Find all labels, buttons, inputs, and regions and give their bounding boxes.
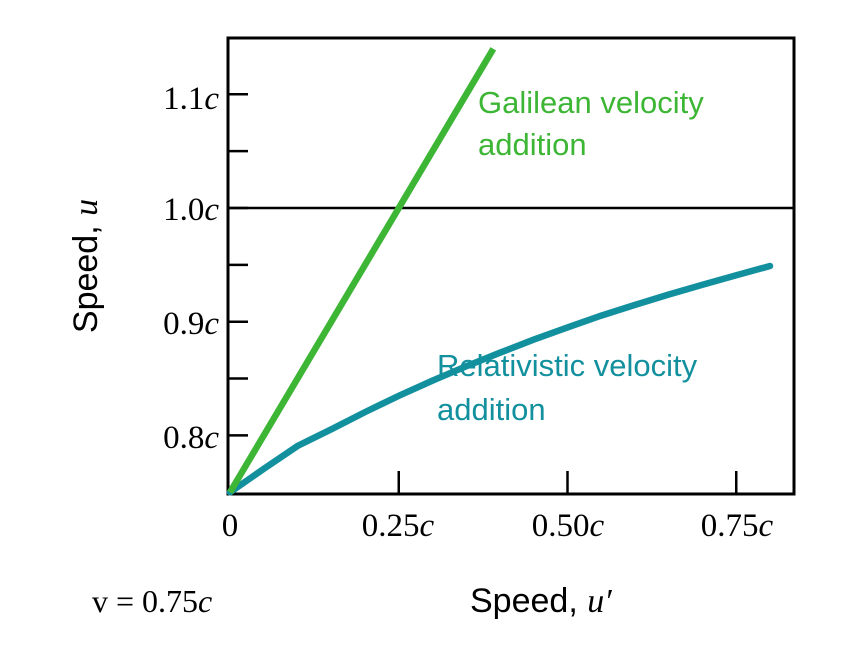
series-galilean-line: [227, 47, 497, 494]
x-tick-label-0-50: 0.50c: [532, 508, 605, 544]
y-axis-label: Speed, u: [67, 199, 105, 333]
x-tick-label-0-25: 0.25c: [362, 508, 435, 544]
y-tick-label-0-9: 0.9c: [163, 306, 219, 342]
y-tick-label-1-1: 1.1c: [163, 81, 219, 117]
x-tick-label-0: 0: [222, 508, 239, 544]
x-tick-label-0-75: 0.75c: [701, 508, 774, 544]
y-tick-label-0-8: 0.8c: [163, 420, 219, 456]
series-relativistic-line: [226, 262, 774, 496]
velocity-parameter-label: v = 0.75c: [92, 583, 212, 619]
relativistic-label: Relativistic velocity addition: [437, 348, 698, 427]
tick-marks: [228, 93, 738, 494]
galilean-label: Galilean velocity addition: [478, 85, 704, 162]
x-axis-label: Speed, u′: [470, 582, 612, 620]
y-tick-label-1-0: 1.0c: [163, 192, 219, 228]
